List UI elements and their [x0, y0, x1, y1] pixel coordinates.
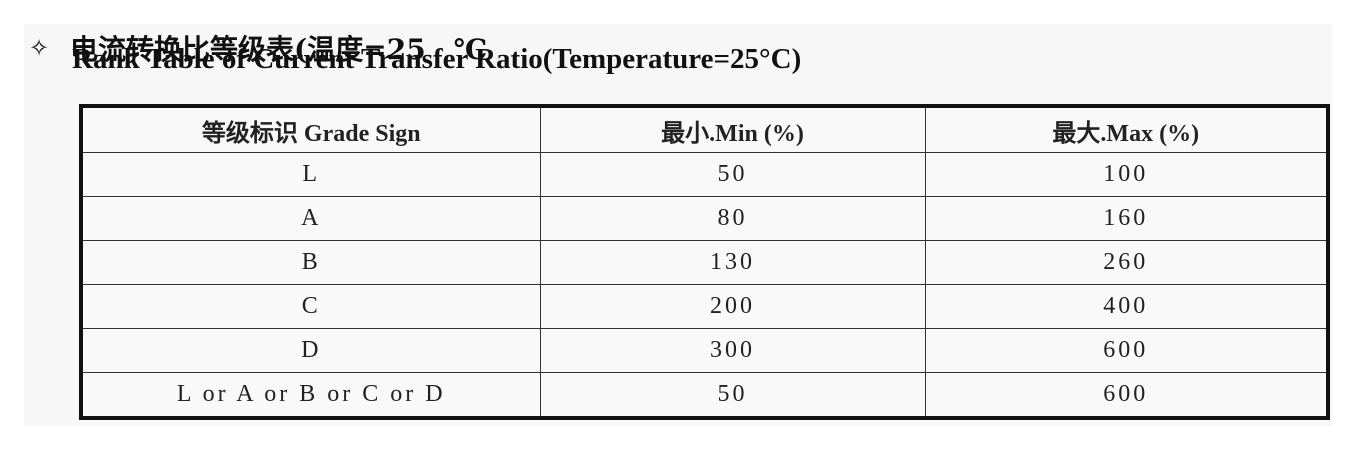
table-row: A 80 160	[80, 196, 1329, 241]
min-cell: 130	[539, 240, 926, 285]
title-cn-line: ✧ 电流转换比等级表(温度=25 ℃	[24, 28, 487, 68]
diamond-outline-icon: ✧	[28, 34, 50, 62]
grade-cell: C	[80, 284, 541, 329]
max-cell: 260	[924, 240, 1329, 285]
table-row: L or A or B or C or D 50 600	[80, 372, 1329, 419]
min-cell: 50	[539, 372, 926, 419]
header-max: 最大.Max (%)	[924, 105, 1329, 153]
rank-table: 等级标识 Grade Sign 最小.Min (%) 最大.Max (%) L …	[79, 104, 1330, 420]
max-cell: 160	[924, 196, 1329, 241]
title-chinese: 电流转换比等级表(温度=25 ℃	[70, 33, 488, 66]
min-cell: 300	[539, 328, 926, 373]
table-row: B 130 260	[80, 240, 1329, 285]
max-cell: 600	[924, 372, 1329, 419]
title-english: Rank Table of Current Transfer Ratio(Tem…	[72, 43, 802, 75]
grade-cell: A	[80, 196, 541, 241]
table-row: L 50 100	[80, 152, 1329, 197]
table-header-row: 等级标识 Grade Sign 最小.Min (%) 最大.Max (%)	[80, 105, 1329, 153]
grade-cell: L	[80, 152, 541, 197]
min-cell: 200	[539, 284, 926, 329]
grade-cell: L or A or B or C or D	[80, 372, 541, 419]
min-cell: 80	[539, 196, 926, 241]
max-cell: 600	[924, 328, 1329, 373]
section-heading: ✧ 电流转换比等级表(温度=25 ℃	[24, 28, 487, 68]
max-cell: 100	[924, 152, 1329, 197]
max-cell: 400	[924, 284, 1329, 329]
grade-cell: D	[80, 328, 541, 373]
table-row: D 300 600	[80, 328, 1329, 373]
grade-cell: B	[80, 240, 541, 285]
header-grade-sign: 等级标识 Grade Sign	[80, 105, 541, 153]
header-min: 最小.Min (%)	[539, 105, 926, 153]
min-cell: 50	[539, 152, 926, 197]
table-row: C 200 400	[80, 284, 1329, 329]
